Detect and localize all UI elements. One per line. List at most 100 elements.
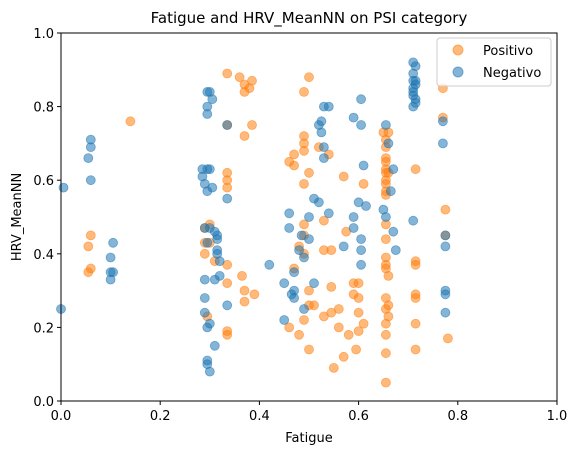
data-point-negativo [380,120,391,130]
data-point-negativo [212,234,223,245]
data-point-negativo [356,245,367,256]
data-point-positivo [440,204,451,215]
data-point-negativo [214,270,225,281]
y-tick-label: 0.8 [33,101,54,116]
data-point-negativo [108,237,118,248]
data-point-negativo [380,212,391,222]
data-point-negativo [284,208,295,219]
data-point-positivo [83,267,94,278]
data-point-negativo [279,315,290,325]
data-point-negativo [356,259,367,270]
legend-marker-positivo [452,44,464,56]
data-point-negativo [304,212,314,222]
data-point-positivo [83,241,94,252]
data-point-negativo [209,340,220,351]
data-point-positivo [125,116,136,127]
data-point-negativo [108,267,118,278]
x-axis-label: Fatigue [285,431,332,446]
data-point-positivo [380,348,391,359]
y-tick-label: 1.0 [33,27,54,42]
data-point-positivo [199,248,210,259]
data-point-negativo [199,274,210,285]
data-point-positivo [353,278,364,289]
data-point-negativo [410,79,421,90]
data-point-negativo [199,307,210,318]
data-point-positivo [304,167,314,178]
data-point-negativo [309,278,319,289]
data-point-positivo [309,300,319,311]
data-point-positivo [353,307,364,318]
data-point-negativo [264,259,275,270]
data-point-positivo [247,120,257,130]
data-point-positivo [410,344,421,355]
x-tick-label: 1.0 [547,409,568,424]
data-point-positivo [358,178,369,189]
data-point-negativo [207,182,218,193]
data-point-negativo [313,197,324,208]
data-point-positivo [289,149,300,160]
data-point-negativo [222,193,233,204]
data-point-negativo [214,256,225,267]
data-point-positivo [249,289,260,300]
data-point-negativo [279,278,290,289]
data-point-positivo [299,178,309,189]
data-point-negativo [199,293,210,303]
data-point-negativo [318,153,329,164]
x-tick-label: 0.0 [51,409,72,424]
data-point-positivo [410,259,421,270]
y-tick-label: 0.4 [33,248,54,263]
x-tick-label: 0.4 [249,409,270,424]
data-point-negativo [207,94,218,105]
legend: Positivo Negativo [436,37,552,87]
data-point-negativo [204,164,215,175]
data-point-negativo [316,127,327,138]
data-point-negativo [204,366,215,377]
data-point-positivo [299,87,309,97]
chart-title: Fatigue and HRV_MeanNN on PSI category [151,9,468,28]
data-point-negativo [348,212,359,222]
data-point-positivo [326,245,337,256]
series-negativo [56,57,451,377]
series-positivo [83,68,453,388]
data-point-positivo [333,304,344,314]
data-point-negativo [408,215,419,226]
data-point-negativo [58,182,69,193]
data-point-positivo [299,315,309,325]
data-point-negativo [323,101,334,112]
data-point-positivo [383,300,394,311]
data-point-positivo [383,270,394,281]
data-point-positivo [318,215,329,226]
plot-frame [60,32,558,402]
x-tick-label: 0.6 [348,409,369,424]
data-point-negativo [440,241,451,252]
data-point-positivo [326,281,337,292]
data-point-positivo [351,344,362,355]
data-point-negativo [356,94,367,105]
x-tick-label: 0.2 [150,409,171,424]
data-point-negativo [204,318,215,329]
data-point-positivo [234,72,245,83]
data-point-positivo [237,270,247,281]
data-point-positivo [343,329,354,340]
data-point-negativo [356,234,367,245]
data-point-positivo [299,145,309,156]
data-point-positivo [338,351,349,362]
data-point-positivo [222,182,233,193]
data-point-positivo [304,285,314,296]
points-layer [56,57,453,388]
data-point-negativo [437,138,448,149]
data-point-positivo [328,362,339,373]
y-tick-label: 0.0 [33,395,54,410]
data-point-negativo [323,208,334,219]
data-point-negativo [85,175,96,186]
data-point-positivo [247,75,257,86]
data-point-positivo [358,318,369,329]
data-point-positivo [239,285,250,296]
data-point-positivo [304,344,314,355]
data-point-negativo [202,109,213,119]
data-point-negativo [284,223,295,233]
data-point-positivo [299,219,309,230]
legend-box [436,37,552,87]
data-point-negativo [105,252,116,263]
data-point-negativo [440,289,451,300]
